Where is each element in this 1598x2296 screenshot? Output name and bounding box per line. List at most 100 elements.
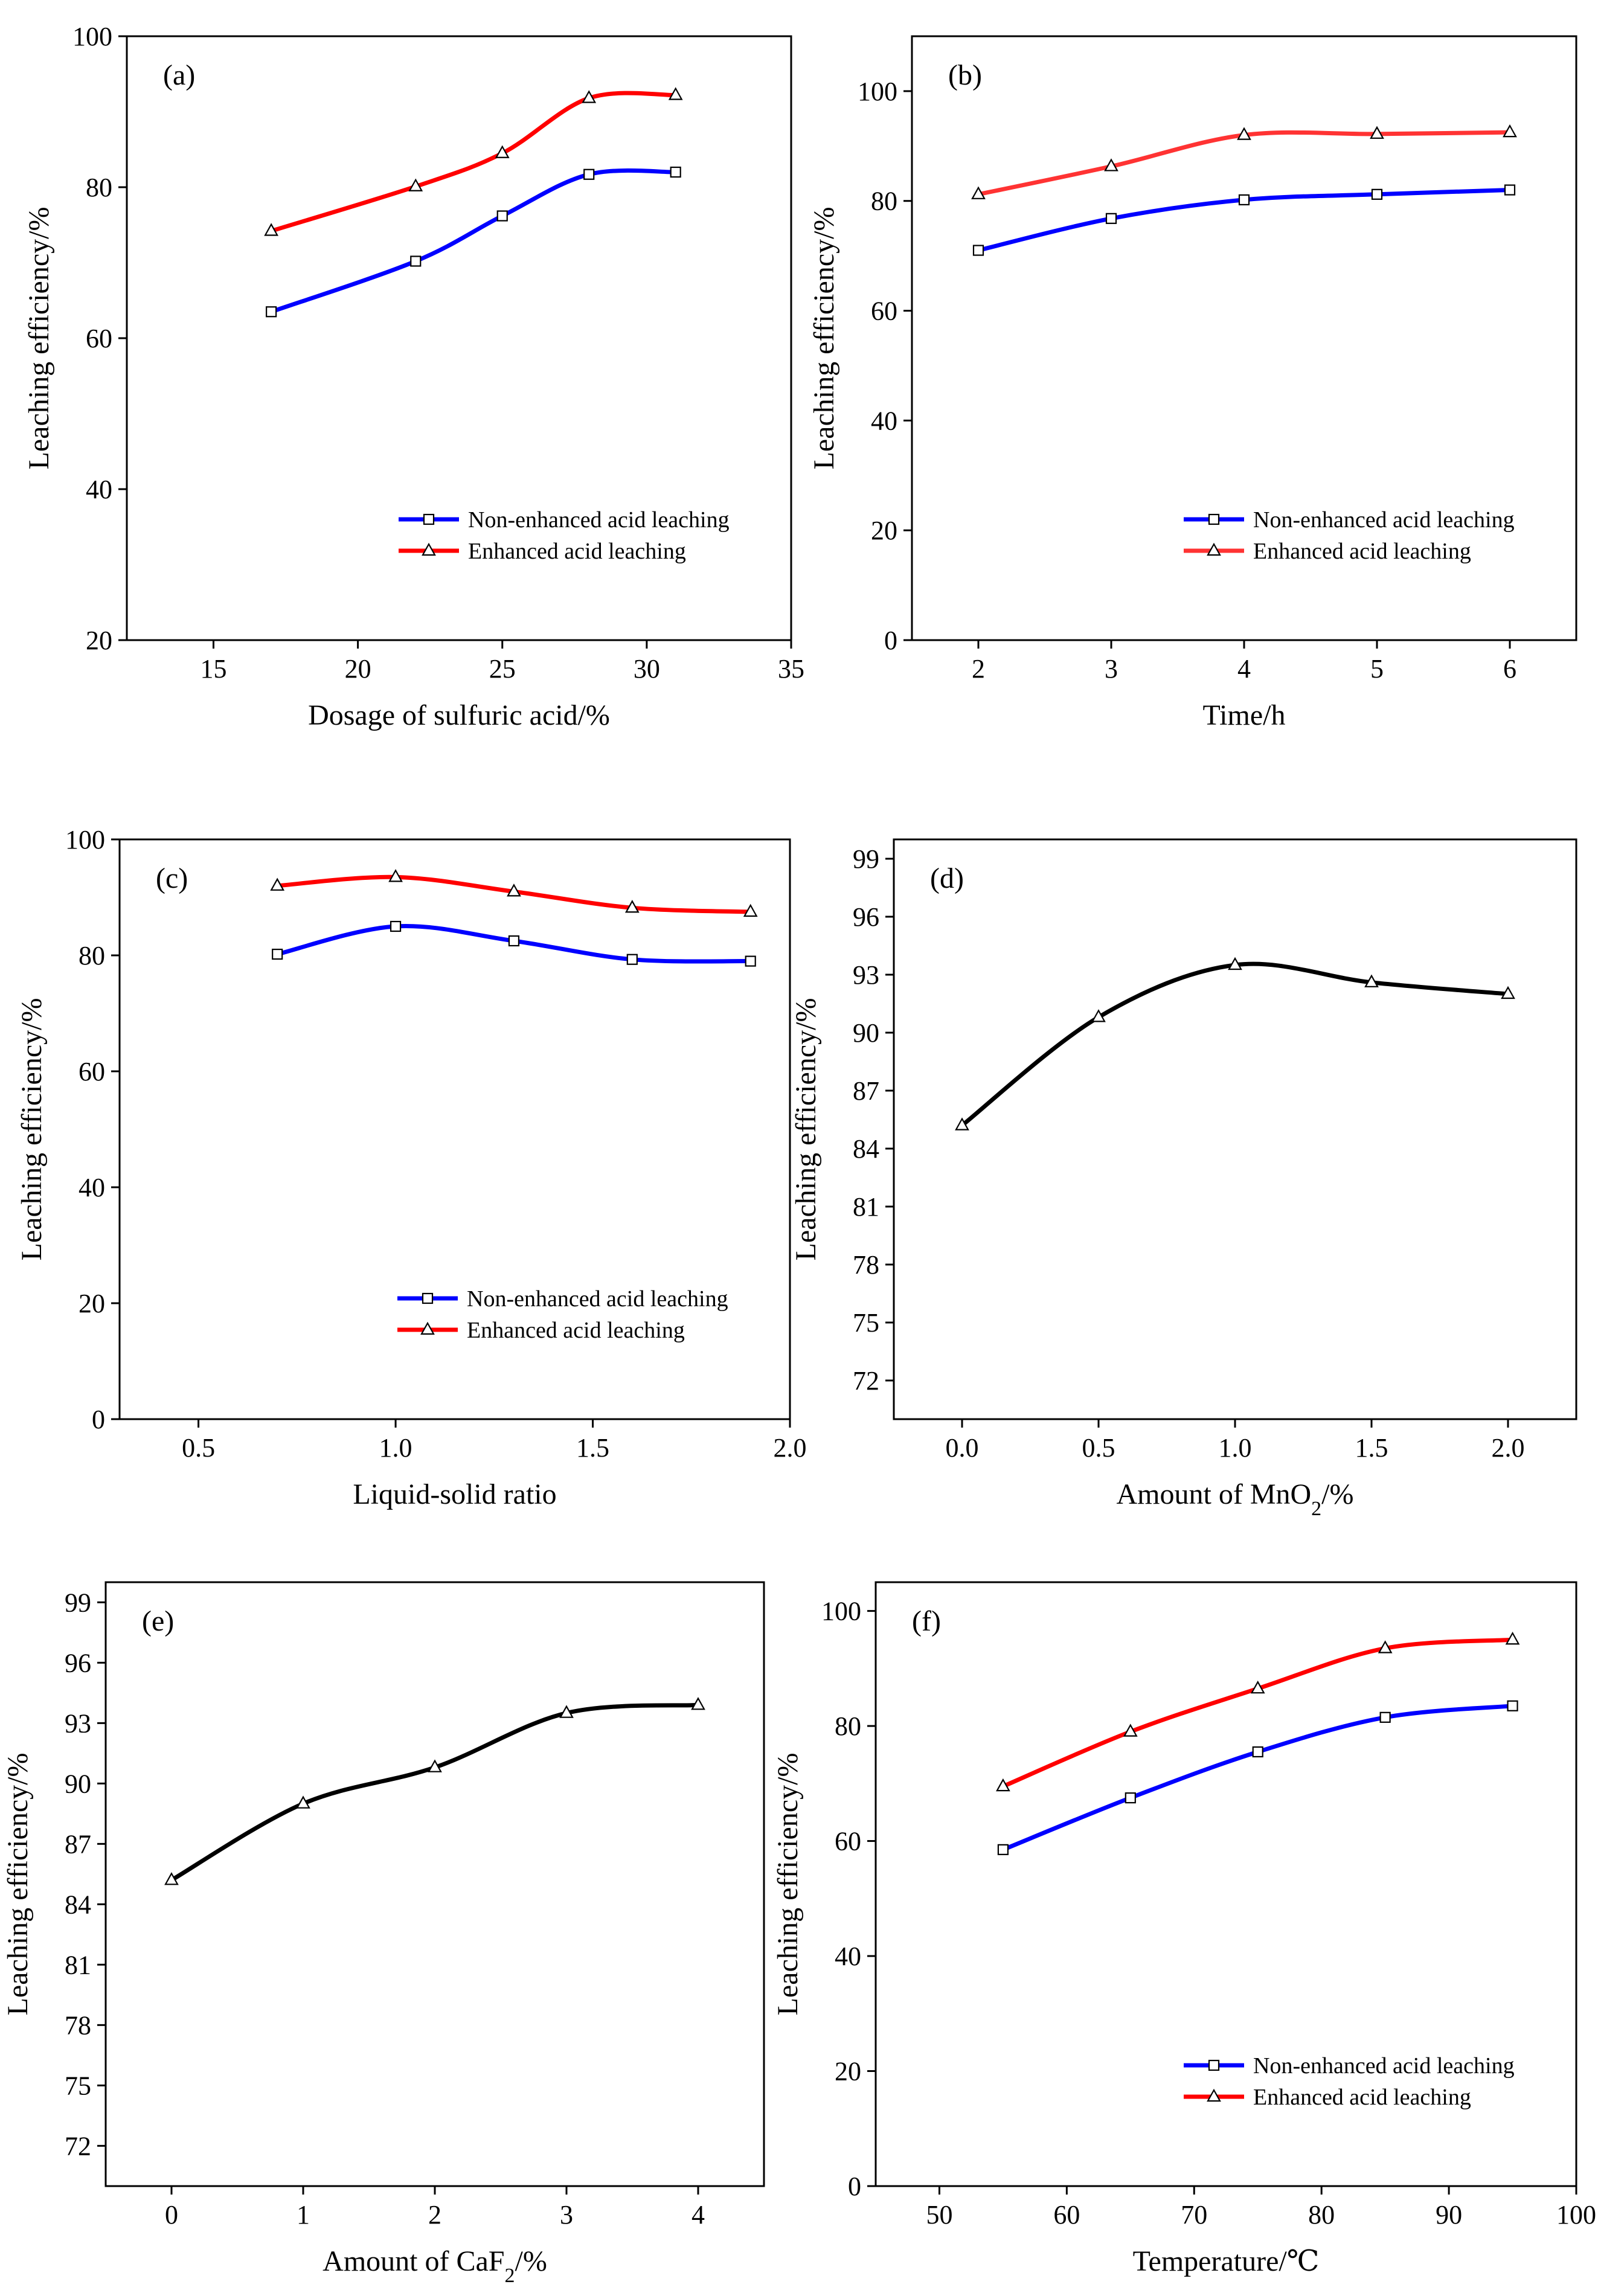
y-tick-label: 60 <box>835 1827 861 1856</box>
series-enhanced <box>270 869 758 917</box>
legend: Non-enhanced acid leaching Enhanced acid … <box>399 507 730 564</box>
x-tick-label: 1.5 <box>576 1433 609 1463</box>
series-line <box>960 961 1510 1128</box>
y-tick-label: 84 <box>853 1134 879 1164</box>
series-enhanced <box>955 957 1515 1130</box>
x-tick-label: 80 <box>1308 2200 1335 2230</box>
y-tick-label: 80 <box>871 187 897 216</box>
x-tick-label: 1 <box>297 2200 310 2230</box>
data-point <box>745 955 756 967</box>
y-tick-label: 0 <box>848 2172 861 2201</box>
x-tick-label: 90 <box>1436 2200 1462 2230</box>
x-axis-title: Amount of MnO2/% <box>1117 1478 1354 1520</box>
legend: Non-enhanced acid leaching Enhanced acid … <box>1184 507 1515 564</box>
x-axis-title-subscript: 2 <box>1311 1498 1321 1520</box>
legend-marker <box>422 542 436 556</box>
data-point <box>428 1759 442 1772</box>
legend-marker <box>422 1292 434 1304</box>
y-tick-label: 75 <box>853 1308 879 1338</box>
data-point <box>996 1778 1010 1792</box>
data-point <box>1104 158 1118 172</box>
data-point <box>264 223 278 236</box>
y-tick-label: 96 <box>853 902 879 932</box>
data-point <box>390 920 402 932</box>
chart-panel-e: 0 1 2 3 4 72 75 78 81 84 87 90 93 96 99 Amount of CaF2/… <box>2 1581 765 2287</box>
series-enhanced <box>971 124 1517 199</box>
y-tick-label: 80 <box>86 173 112 202</box>
data-point <box>1370 126 1384 139</box>
y-tick-label: 90 <box>65 1769 91 1798</box>
x-tick-label: 4 <box>1237 654 1251 684</box>
series-non-enhanced <box>272 920 756 967</box>
legend: Non-enhanced acid leaching Enhanced acid … <box>397 1286 728 1343</box>
plot-frame <box>893 838 1577 1420</box>
data-point <box>1371 188 1383 200</box>
y-tick-label: 40 <box>79 1173 105 1202</box>
panel-label: (a) <box>163 59 195 91</box>
y-axis-title: Leaching efficiency/% <box>2 1753 34 2016</box>
legend-label: Enhanced acid leaching <box>1253 539 1471 564</box>
data-point <box>1364 974 1379 987</box>
data-point <box>972 245 984 256</box>
series-line <box>269 168 678 314</box>
legend-marker <box>1208 513 1220 525</box>
legend-label: Enhanced acid leaching <box>468 539 686 564</box>
y-tick-label: 99 <box>853 844 879 874</box>
data-point <box>1507 1700 1518 1711</box>
y-tick-label: 87 <box>853 1076 879 1106</box>
data-point <box>559 1705 574 1718</box>
panel-label: (d) <box>930 862 964 894</box>
y-tick-label: 0 <box>92 1405 105 1434</box>
panel-label: (e) <box>142 1605 174 1637</box>
x-tick-label: 6 <box>1503 654 1516 684</box>
data-point <box>1238 194 1250 206</box>
x-axis-title: Amount of CaF2/% <box>322 2245 547 2287</box>
x-tick-label: 4 <box>692 2200 705 2230</box>
plot-frame <box>874 1581 1577 2187</box>
x-tick-label: 5 <box>1370 654 1384 684</box>
data-point <box>1125 1792 1136 1804</box>
series-non-enhanced <box>997 1700 1518 1855</box>
x-axis-title: Dosage of sulfuric acid/% <box>308 699 610 731</box>
legend-marker <box>1208 2059 1220 2071</box>
y-axis-title: Leaching efficiency/% <box>16 998 48 1261</box>
data-point <box>1378 1640 1393 1653</box>
data-point <box>1105 213 1117 224</box>
data-point <box>955 1117 969 1130</box>
data-point <box>388 869 403 882</box>
series-line <box>976 130 1512 197</box>
panel-label: (c) <box>156 862 188 894</box>
legend-marker <box>423 513 435 525</box>
chart-panel-a: 15 20 25 30 35 20 40 60 80 100 Dosage of sulfuric … <box>23 22 804 731</box>
data-point <box>1228 957 1242 970</box>
x-tick-label: 1.5 <box>1355 1433 1388 1463</box>
x-tick-label: 100 <box>1556 2200 1596 2230</box>
x-tick-label: 2.0 <box>1492 1433 1525 1463</box>
legend-marker <box>1207 542 1221 556</box>
data-point <box>507 883 521 897</box>
y-tick-label: 93 <box>65 1708 91 1738</box>
data-point <box>1123 1724 1138 1737</box>
x-axis-title: Time/h <box>1203 699 1286 731</box>
y-tick-label: 0 <box>884 626 897 655</box>
panel-label: (b) <box>948 59 982 91</box>
data-point <box>582 90 597 103</box>
data-point <box>668 87 683 100</box>
y-tick-label: 81 <box>853 1192 879 1222</box>
x-tick-label: 60 <box>1053 2200 1080 2230</box>
x-tick-label: 2.0 <box>774 1433 807 1463</box>
x-axis-title: Temperature/℃ <box>1133 2245 1320 2277</box>
data-point <box>496 210 508 222</box>
x-tick-label: 50 <box>926 2200 952 2230</box>
y-tick-label: 60 <box>79 1057 105 1086</box>
series-enhanced <box>996 1631 1520 1792</box>
x-tick-label: 30 <box>634 654 660 684</box>
x-tick-label: 3 <box>560 2200 573 2230</box>
data-point <box>626 954 638 965</box>
data-point <box>408 178 423 191</box>
y-axis-title: Leaching efficiency/% <box>23 207 55 470</box>
data-point <box>270 877 285 891</box>
y-tick-label: 81 <box>65 1950 91 1980</box>
chart-panel-f: 50 60 70 80 90 100 0 20 40 60 80 100 Temperature/℃ Le… <box>772 1581 1596 2277</box>
panel-label: (f) <box>912 1605 941 1637</box>
